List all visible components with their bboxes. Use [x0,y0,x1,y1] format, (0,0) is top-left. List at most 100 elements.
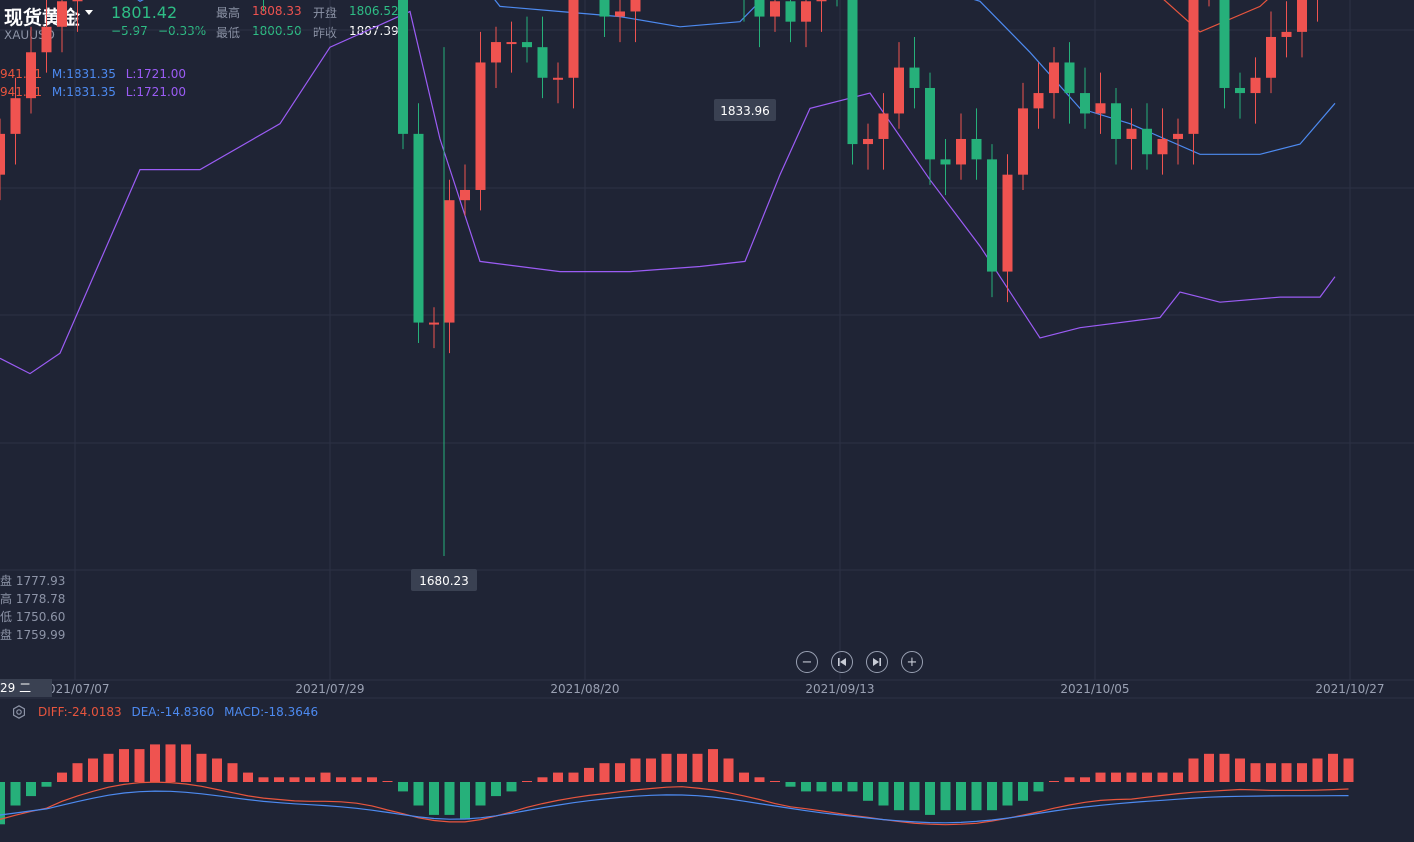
macd-bar [537,777,548,782]
macd-bar [57,772,67,782]
macd-bar [41,782,52,787]
boll-upper-line [1163,0,1268,33]
candle-body [909,67,920,88]
macd-dea-text: DEA:-14.8360 [131,705,215,719]
candle-body [1111,103,1121,139]
side-open: 盘 1777.93 [0,574,66,588]
macd-bar [878,782,889,806]
macd-bar [754,777,765,782]
candle-body [1188,0,1199,134]
skip-start-icon[interactable] [831,651,853,673]
macd-bar [398,782,408,792]
candle-body [537,47,548,78]
macd-bar [103,753,114,782]
macd-dea-line [0,790,1349,824]
macd-bar [1142,772,1152,782]
macd-bar [739,772,749,782]
macd-value-text: MACD:-18.3646 [224,705,319,719]
macd-bar [1111,772,1121,782]
zoom-in-icon[interactable]: + [901,651,923,673]
open-label: 开盘 [313,6,338,20]
candle-body [57,1,67,27]
macd-bar [305,777,315,782]
candle-body [1126,128,1137,139]
candle-body [0,133,5,175]
macd-bar [134,749,145,782]
macd-bar [0,782,5,825]
macd-bar [196,753,207,782]
candle-body [41,26,52,53]
candle-body [894,67,904,114]
candle-body [72,0,83,2]
candle-body [1235,87,1245,94]
x-tick-label: 2021/10/27 [1315,682,1384,696]
macd-bar [413,782,424,806]
macd-bar [1033,782,1044,792]
candle-body [1250,77,1261,94]
macd-bar [429,782,439,815]
candle-body [1266,36,1276,78]
macd-bar [367,777,377,782]
macd-bar [1018,782,1028,801]
macd-bar [26,782,36,797]
macd-bar [274,777,284,782]
macd-bar [10,782,21,806]
macd-bar [382,781,393,782]
x-tick-label: 2021/07/07 [40,682,109,696]
macd-bar [801,782,811,792]
macd-bar [1080,777,1090,782]
macd-bar [1095,772,1106,782]
macd-bar [816,782,827,792]
high-annotation-box [714,99,776,121]
candle-body [1219,0,1230,88]
macd-bar [770,781,780,782]
candle-body [1049,62,1059,94]
macd-bar [646,758,656,782]
caret-down-icon[interactable] [85,10,93,15]
candle-body [1080,93,1090,114]
candle-body [1297,0,1307,32]
candle-body [553,77,563,80]
macd-bar [258,777,269,782]
settings-icon[interactable] [12,705,26,719]
macd-bar [584,767,594,782]
low-annotation-box [411,569,477,591]
side-close: 盘 1759.99 [0,628,66,642]
price-change: −5.97 [111,24,148,38]
candle-body [1064,62,1075,94]
candle-body [615,11,625,17]
macd-bar [72,763,83,782]
macd-bar [1266,763,1276,782]
price-change-pct: −0.33% [158,24,207,38]
macd-bar [723,758,734,782]
macd-bar [708,749,718,782]
macd-bar [1312,758,1323,782]
candle-body [429,322,439,325]
macd-bar [630,758,641,782]
candle-body [506,42,517,45]
candle-body [801,1,811,22]
high-label: 最高 [216,6,241,20]
skip-end-icon[interactable] [866,651,888,673]
zoom-out-icon[interactable]: − [796,651,818,673]
macd-bar [1328,753,1338,782]
candle-body [847,0,858,145]
candle-body [1281,31,1292,37]
candle-body [630,0,641,12]
candle-body [754,0,765,17]
macd-bar [568,772,579,782]
macd-bar [1250,763,1261,782]
high-value: 1808.33 [252,4,302,18]
macd-bar [1235,758,1245,782]
macd-bar [1188,758,1199,782]
boll-lower-text: L:1721.00 [125,67,187,81]
macd-bar [1297,763,1307,782]
macd-diff-text: DIFF:-24.0183 [38,705,122,719]
macd-bar [150,744,160,782]
candle-body [940,159,951,165]
macd-bar [1064,777,1075,782]
high-annotation: 1833.96 [720,104,770,118]
boll-mid-text: M:1831.35 [51,67,116,81]
candle-body [816,0,827,2]
